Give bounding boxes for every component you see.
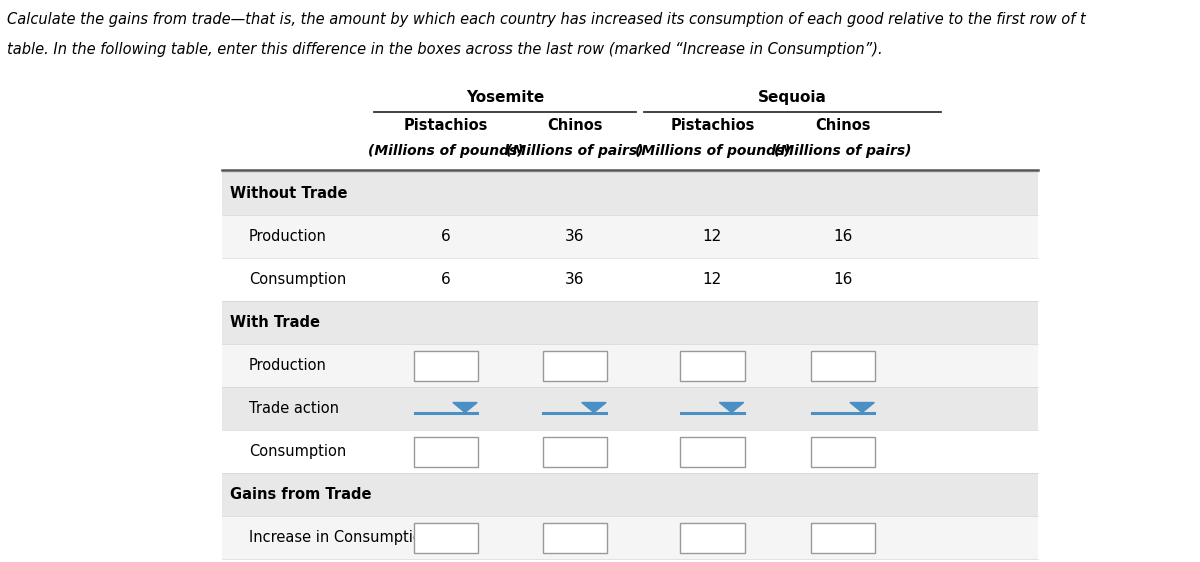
FancyBboxPatch shape [542, 523, 607, 552]
Text: (Millions of pounds): (Millions of pounds) [368, 144, 523, 158]
Text: 6: 6 [442, 272, 451, 287]
Bar [222, 387, 1038, 430]
Text: 12: 12 [703, 229, 722, 244]
Text: Chinos: Chinos [547, 118, 602, 133]
Bar [222, 516, 1038, 559]
Text: 6: 6 [442, 229, 451, 244]
Text: Increase in Consumption: Increase in Consumption [250, 530, 431, 545]
Text: (Millions of pairs): (Millions of pairs) [774, 144, 912, 158]
Polygon shape [850, 402, 875, 413]
FancyBboxPatch shape [542, 351, 607, 380]
Bar [222, 301, 1038, 344]
Text: Chinos: Chinos [815, 118, 871, 133]
Text: Production: Production [250, 358, 326, 373]
Text: 36: 36 [565, 272, 584, 287]
Text: Pistachios: Pistachios [670, 118, 755, 133]
Polygon shape [452, 402, 478, 413]
Text: 12: 12 [703, 272, 722, 287]
Text: Gains from Trade: Gains from Trade [230, 487, 372, 502]
Text: Trade action: Trade action [250, 401, 340, 416]
FancyBboxPatch shape [414, 437, 478, 466]
FancyBboxPatch shape [414, 523, 478, 552]
FancyBboxPatch shape [811, 523, 875, 552]
FancyBboxPatch shape [542, 437, 607, 466]
Text: With Trade: With Trade [230, 315, 320, 330]
Bar [222, 258, 1038, 301]
Bar [222, 215, 1038, 258]
Text: table. In the following table, enter this difference in the boxes across the las: table. In the following table, enter thi… [7, 42, 882, 57]
FancyBboxPatch shape [414, 351, 478, 380]
Polygon shape [582, 402, 606, 413]
FancyBboxPatch shape [680, 437, 744, 466]
Text: Yosemite: Yosemite [466, 90, 545, 105]
Text: (Millions of pairs): (Millions of pairs) [506, 144, 643, 158]
Polygon shape [719, 402, 744, 413]
Bar [222, 473, 1038, 516]
Text: Without Trade: Without Trade [230, 186, 348, 201]
Text: Production: Production [250, 229, 326, 244]
Bar [222, 430, 1038, 473]
Bar [222, 344, 1038, 387]
Text: Calculate the gains from trade—that is, the amount by which each country has inc: Calculate the gains from trade—that is, … [7, 12, 1086, 27]
Text: (Millions of pounds): (Millions of pounds) [635, 144, 790, 158]
FancyBboxPatch shape [680, 523, 744, 552]
FancyBboxPatch shape [680, 351, 744, 380]
FancyBboxPatch shape [811, 437, 875, 466]
Text: Consumption: Consumption [250, 272, 347, 287]
Text: 36: 36 [565, 229, 584, 244]
FancyBboxPatch shape [811, 351, 875, 380]
Bar [222, 172, 1038, 215]
Text: 16: 16 [833, 272, 853, 287]
Text: 16: 16 [833, 229, 853, 244]
Text: Sequoia: Sequoia [758, 90, 827, 105]
Text: Pistachios: Pistachios [403, 118, 488, 133]
Text: Consumption: Consumption [250, 444, 347, 459]
